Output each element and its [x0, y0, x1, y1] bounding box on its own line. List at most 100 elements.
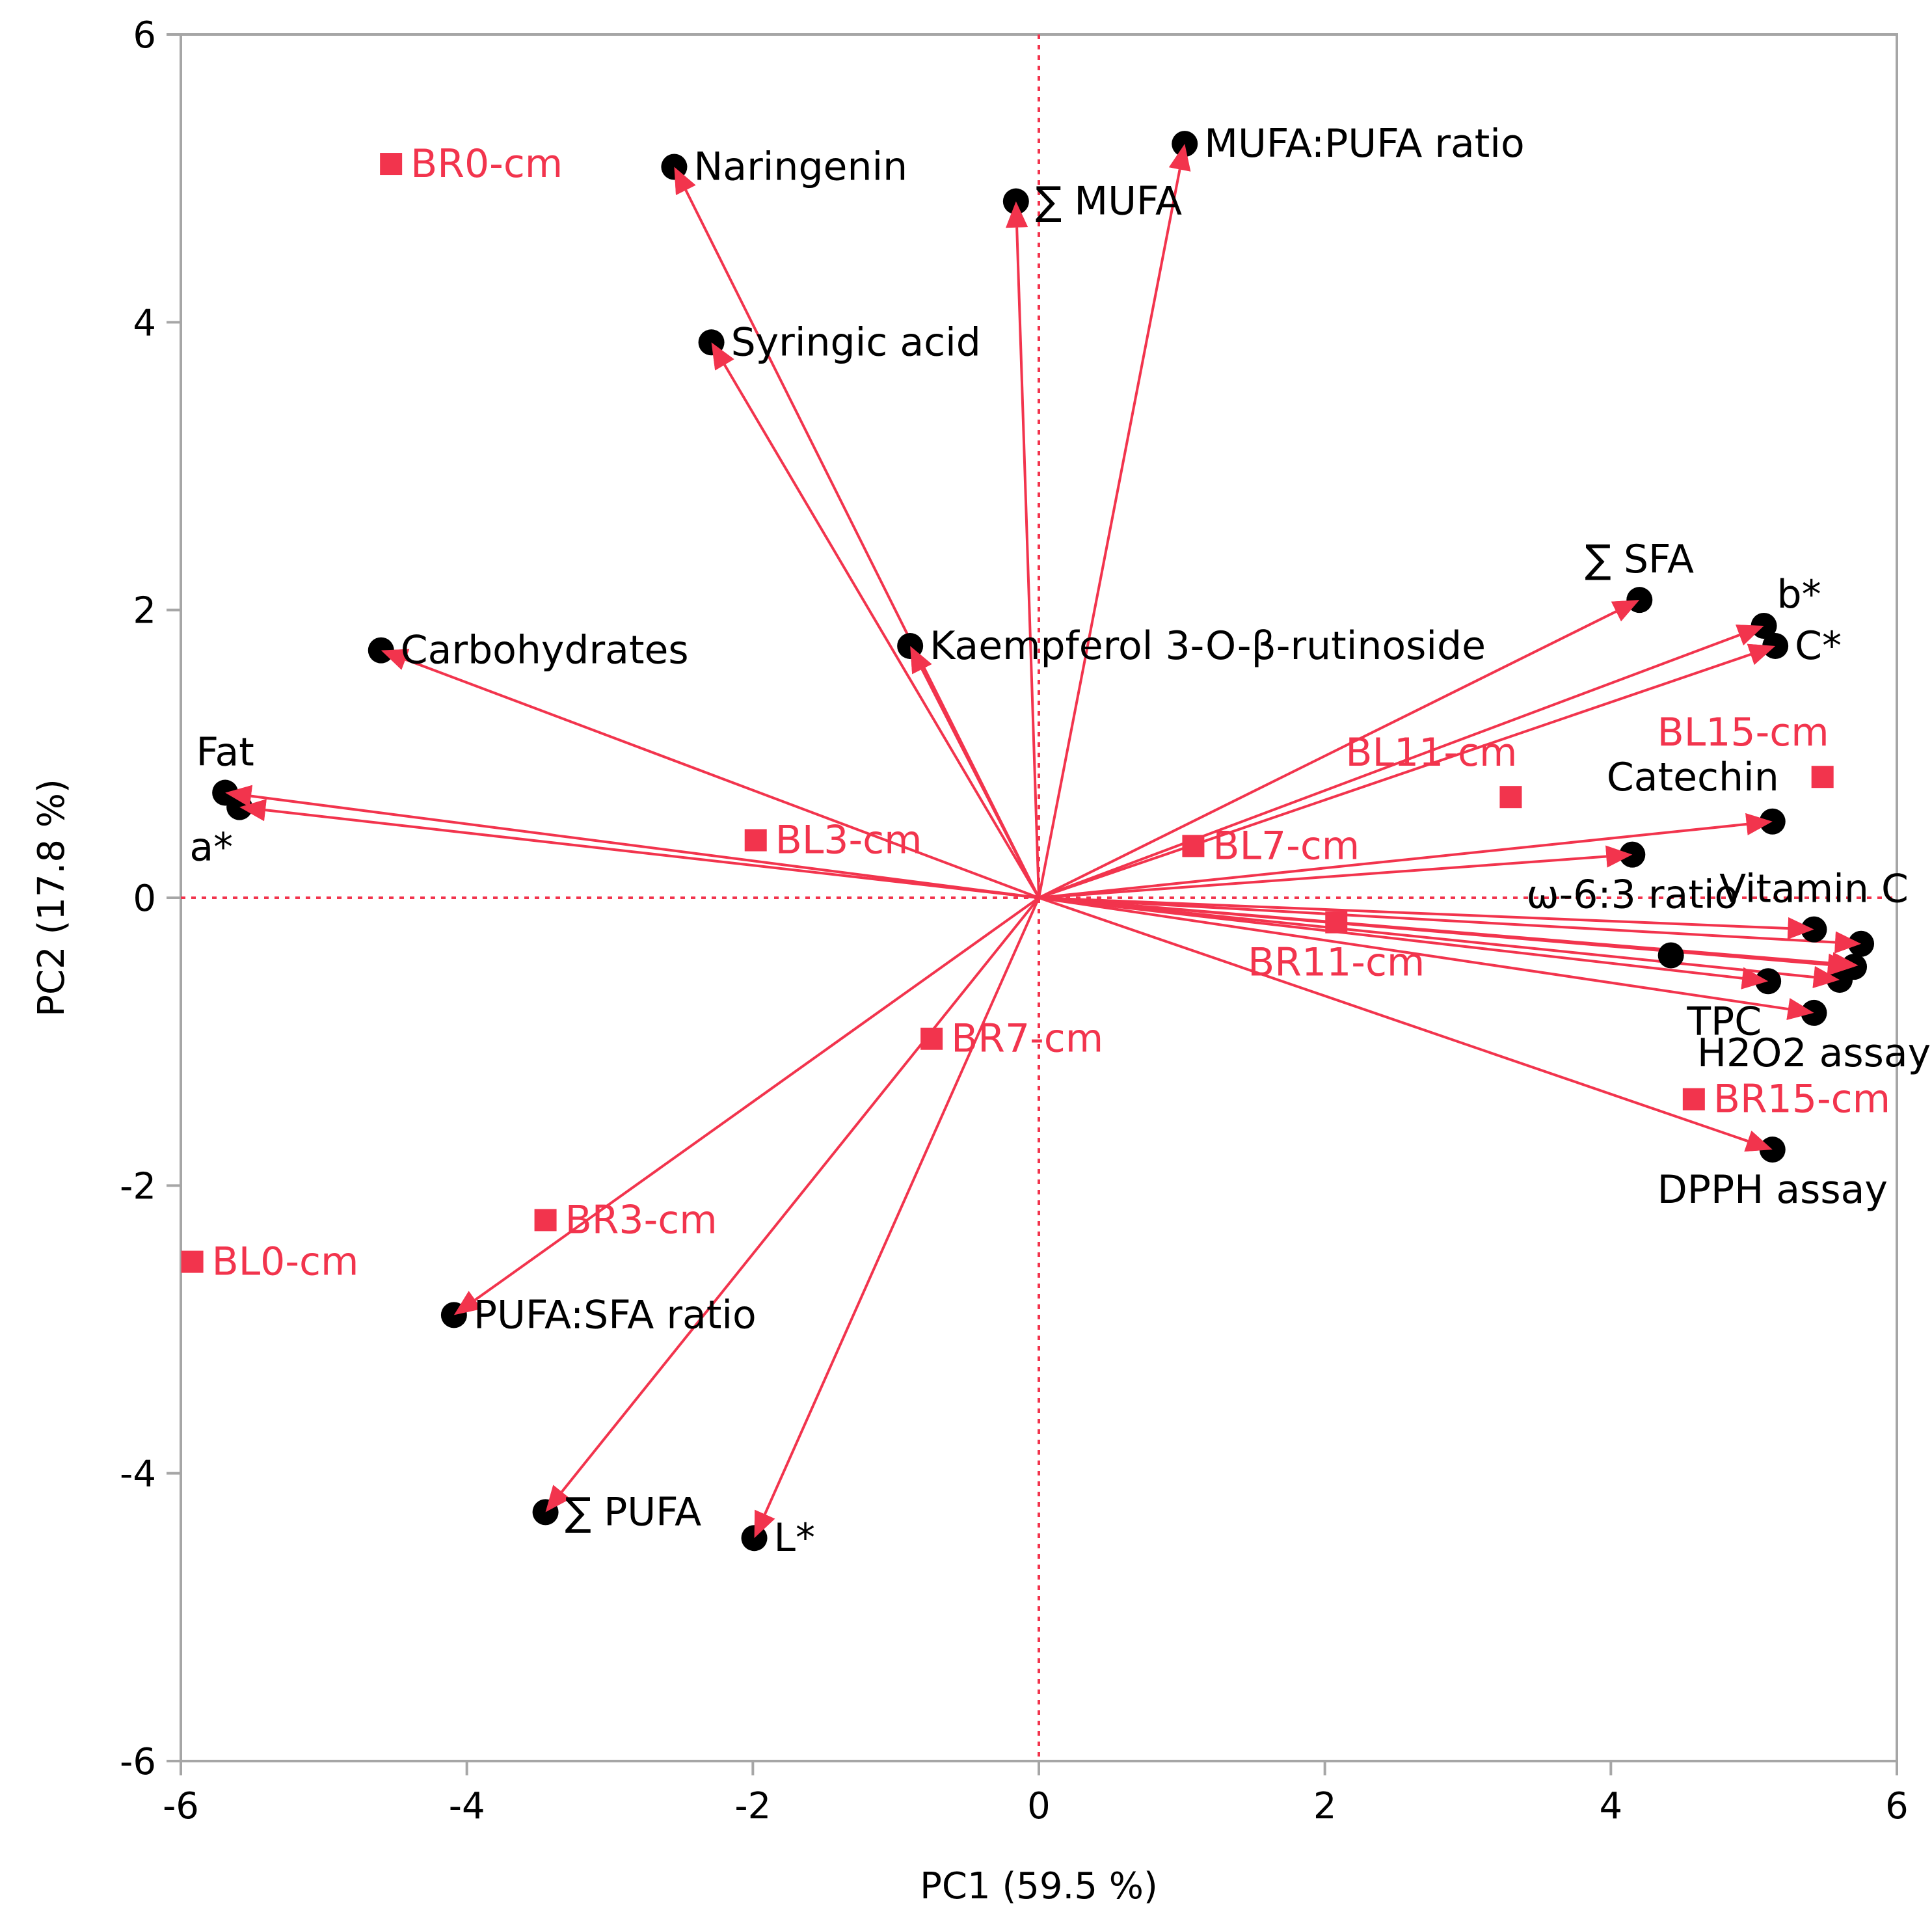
loading-arrows	[225, 144, 1862, 1539]
variable-label: Catechin	[1607, 755, 1779, 800]
loading-arrow-head-top	[1741, 967, 1769, 990]
loading-arrow-line	[405, 658, 1040, 899]
y-axis-title: PC2 (17.8 %)	[31, 779, 73, 1017]
loading-arrow-line	[1038, 896, 1788, 930]
variable-label: a*	[189, 825, 233, 870]
loading-arrow-line	[763, 897, 1040, 1515]
y-tick-label: 0	[133, 878, 156, 920]
loading-arrow-line	[1038, 610, 1617, 899]
observation-label: BL11-cm	[1345, 730, 1517, 775]
variable-label: PUFA:SFA ratio	[474, 1292, 757, 1338]
loading-arrow-head-top	[1611, 600, 1640, 622]
loading-arrow-head-top	[674, 167, 696, 195]
loading-arrow-line	[1015, 227, 1040, 898]
observation-point	[380, 153, 403, 176]
loading-points	[212, 131, 1875, 1552]
loading-arrow-head-top	[545, 1485, 570, 1513]
variable-label: Naringenin	[693, 144, 907, 189]
y-tick-label: -6	[120, 1741, 156, 1783]
observation-point	[181, 1250, 204, 1273]
x-tick-label: 4	[1600, 1785, 1623, 1827]
y-tick-label: 2	[133, 590, 156, 632]
loading-arrow-head-top	[754, 1509, 775, 1539]
variable-label: L*	[774, 1515, 815, 1561]
variable-label: Kaempferol 3-O-β-rutinoside	[930, 623, 1486, 669]
variable-label: b*	[1777, 572, 1821, 617]
observation-point	[1499, 786, 1522, 809]
loading-arrow-line	[1038, 896, 1789, 1011]
loading-arrow-head-top	[1745, 813, 1773, 835]
observation-label: BR3-cm	[565, 1197, 718, 1243]
loading-arrow-line	[265, 809, 1040, 899]
observation-label: BL3-cm	[775, 818, 922, 863]
variable-label: ∑ SFA	[1585, 537, 1694, 582]
observation-label: BL0-cm	[212, 1239, 359, 1285]
loading-arrow-line	[1038, 822, 1747, 899]
point-labels: MUFA:PUFA ratio Naringenin ∑ MUFA Syringic …	[189, 121, 1931, 1561]
variable-label: Fat	[196, 730, 254, 775]
x-tick-label: 0	[1027, 1785, 1051, 1827]
loading-arrow-line	[1038, 896, 1743, 980]
y-tick-label: -2	[120, 1165, 156, 1207]
loading-arrow-head-top	[225, 785, 252, 807]
axes: -6 -4 -2 0 2 4 6 -6 -4 -2 0 2 4 6 PC1 (59.5 %) PC2 (17.…	[31, 14, 1909, 1907]
observation-label: BR11-cm	[1248, 940, 1425, 986]
observation-point	[1325, 911, 1348, 934]
observation-point	[1682, 1088, 1705, 1111]
observation-label: BL15-cm	[1657, 710, 1829, 755]
y-tick-label: 4	[133, 302, 156, 344]
loading-point	[1657, 942, 1684, 969]
loading-arrow-line	[250, 794, 1040, 899]
x-tick-label: -2	[734, 1785, 771, 1827]
loading-arrow-head-top	[1827, 953, 1855, 976]
variable-label: ∑ PUFA	[565, 1489, 702, 1535]
loading-arrow-head-top	[1747, 643, 1776, 665]
observation-point	[1182, 835, 1205, 857]
loading-arrow-line	[474, 896, 1040, 1301]
loading-arrow-head-top	[1736, 625, 1764, 645]
y-tick-label: 6	[133, 14, 156, 57]
loading-arrow-head-top	[453, 1291, 482, 1315]
observation-label: BR0-cm	[410, 141, 563, 187]
loading-arrow-line	[723, 364, 1040, 899]
loading-arrow-head-top	[381, 649, 410, 670]
observation-points	[181, 153, 1834, 1273]
loading-arrow-line	[1038, 896, 1814, 978]
x-tick-label: 2	[1313, 1785, 1337, 1827]
loading-arrow-line	[1038, 896, 1749, 1142]
variable-label: C*	[1795, 623, 1842, 669]
loading-arrow-head-top	[1812, 966, 1840, 988]
loading-arrow-head-top	[1787, 917, 1814, 940]
loading-arrow-head-top	[711, 342, 734, 371]
observation-label: BR15-cm	[1713, 1077, 1890, 1122]
observation-point	[920, 1027, 943, 1050]
variable-label: Carbohydrates	[401, 628, 689, 673]
loading-arrow-head-top	[1605, 845, 1633, 868]
loading-arrow-head-top	[239, 799, 267, 822]
loading-arrow-line	[1038, 653, 1751, 899]
y-tick-label: -4	[120, 1453, 156, 1496]
loading-arrow-head-top	[1834, 931, 1862, 954]
observation-point	[1811, 766, 1834, 788]
loading-arrow-head-top	[1744, 1130, 1773, 1152]
loading-arrow-head-top	[1168, 144, 1191, 172]
variable-label: Vitamin C	[1719, 867, 1909, 912]
loading-arrow-line	[1038, 855, 1607, 899]
observation-point	[534, 1209, 557, 1232]
x-axis-title: PC1 (59.5 %)	[920, 1865, 1158, 1907]
variable-label: ∑ MUFA	[1036, 179, 1182, 224]
x-tick-label: -4	[449, 1785, 485, 1827]
x-tick-label: 6	[1885, 1785, 1909, 1827]
x-tick-label: -6	[163, 1785, 199, 1827]
loading-arrow-head-top	[1006, 201, 1028, 228]
variable-label: DPPH assay	[1657, 1167, 1888, 1213]
loading-arrow-head-top	[1786, 998, 1814, 1020]
variable-label: Syringic acid	[731, 319, 981, 365]
loading-arrow-line	[1038, 168, 1181, 898]
loading-arrow-line	[1038, 896, 1829, 966]
loading-arrow-line	[1038, 634, 1740, 899]
loading-arrow-head-top	[910, 645, 932, 675]
loading-arrow-line	[1038, 896, 1836, 944]
observation-label: BL7-cm	[1213, 823, 1360, 868]
